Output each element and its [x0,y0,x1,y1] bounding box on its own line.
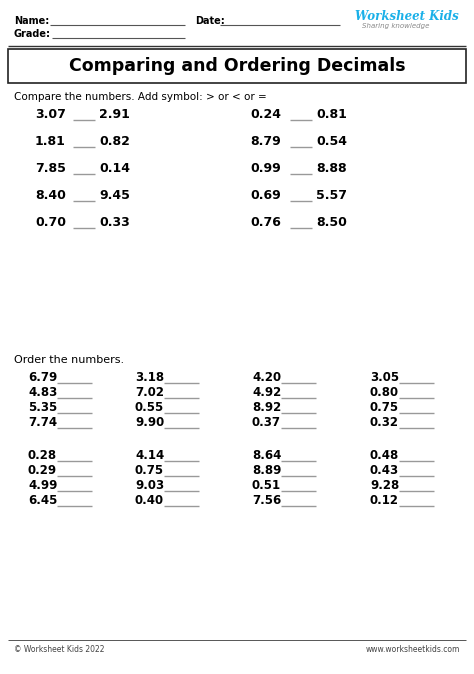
Text: 0.99: 0.99 [250,162,281,175]
Text: 4.92: 4.92 [252,386,281,399]
Text: 9.03: 9.03 [135,479,164,492]
Text: 0.28: 0.28 [28,449,57,462]
Text: 4.99: 4.99 [28,479,57,492]
Text: 8.64: 8.64 [252,449,282,462]
Text: 7.74: 7.74 [28,416,57,429]
Text: 6.79: 6.79 [28,371,57,384]
Text: Name:: Name: [14,16,49,26]
Text: 8.50: 8.50 [316,216,347,229]
Text: Date:: Date: [195,16,225,26]
Text: 4.83: 4.83 [28,386,57,399]
Text: 0.32: 0.32 [370,416,399,429]
Text: 9.90: 9.90 [135,416,164,429]
Text: 0.70: 0.70 [35,216,66,229]
Text: 0.80: 0.80 [370,386,399,399]
Text: © Worksheet Kids 2022: © Worksheet Kids 2022 [14,645,104,654]
Text: 0.48: 0.48 [370,449,399,462]
Text: 8.40: 8.40 [35,189,66,202]
Text: 5.35: 5.35 [28,401,57,414]
Text: 0.69: 0.69 [250,189,281,202]
Text: 1.81: 1.81 [35,135,66,148]
Text: 3.18: 3.18 [135,371,164,384]
Text: Sharing knowledge: Sharing knowledge [362,23,429,29]
Text: Order the numbers.: Order the numbers. [14,355,124,365]
Text: 0.24: 0.24 [250,108,281,121]
Text: 9.28: 9.28 [370,479,399,492]
Text: 0.55: 0.55 [135,401,164,414]
Text: 0.14: 0.14 [99,162,130,175]
Text: 7.85: 7.85 [35,162,66,175]
Text: 0.75: 0.75 [370,401,399,414]
Text: 4.14: 4.14 [135,449,164,462]
Text: 0.37: 0.37 [252,416,281,429]
Text: 8.79: 8.79 [250,135,281,148]
Text: Compare the numbers. Add symbol: > or < or =: Compare the numbers. Add symbol: > or < … [14,92,267,102]
Text: 8.89: 8.89 [252,464,282,477]
Text: 0.81: 0.81 [316,108,347,121]
Text: Worksheet Kids: Worksheet Kids [355,10,459,23]
Text: 9.45: 9.45 [99,189,130,202]
Text: 0.29: 0.29 [28,464,57,477]
Text: 7.56: 7.56 [252,494,281,507]
Text: 2.91: 2.91 [99,108,130,121]
Text: 8.92: 8.92 [252,401,281,414]
Text: Comparing and Ordering Decimals: Comparing and Ordering Decimals [69,57,405,75]
Text: 5.57: 5.57 [316,189,347,202]
Text: 0.43: 0.43 [370,464,399,477]
Text: 0.40: 0.40 [135,494,164,507]
FancyBboxPatch shape [8,49,466,83]
Text: 3.05: 3.05 [370,371,399,384]
Text: 0.33: 0.33 [99,216,130,229]
Text: 0.75: 0.75 [135,464,164,477]
Text: 0.76: 0.76 [250,216,281,229]
Text: 0.12: 0.12 [370,494,399,507]
Text: 3.07: 3.07 [35,108,66,121]
Text: 8.88: 8.88 [316,162,346,175]
Text: www.worksheetkids.com: www.worksheetkids.com [365,645,460,654]
Text: Grade:: Grade: [14,29,51,39]
Text: 0.51: 0.51 [252,479,281,492]
Text: 0.82: 0.82 [99,135,130,148]
Text: 6.45: 6.45 [28,494,57,507]
Text: 4.20: 4.20 [252,371,281,384]
Text: 0.54: 0.54 [316,135,347,148]
Text: 7.02: 7.02 [135,386,164,399]
